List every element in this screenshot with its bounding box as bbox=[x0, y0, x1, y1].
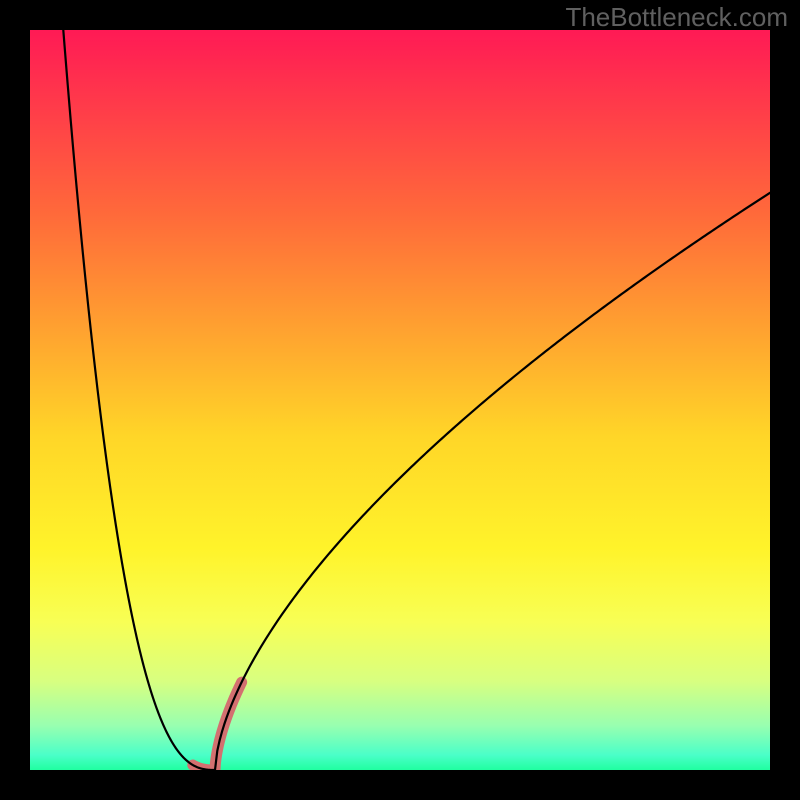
watermark-text: TheBottleneck.com bbox=[565, 2, 788, 33]
bottleneck-chart bbox=[0, 0, 800, 800]
